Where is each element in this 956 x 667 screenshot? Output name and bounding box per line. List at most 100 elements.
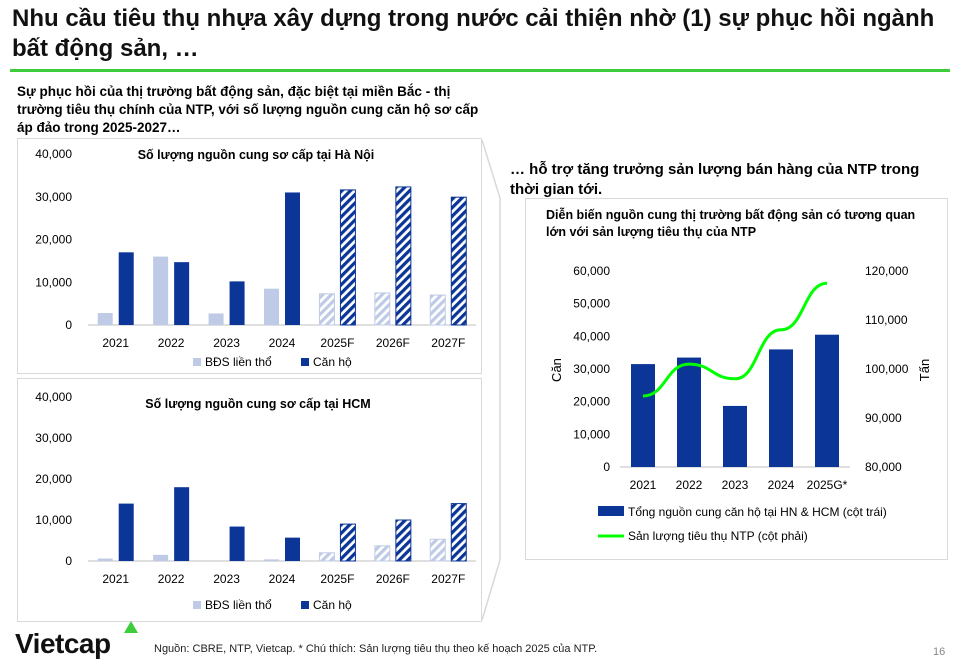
x-tick-label: 2027F [431,572,465,586]
bar-apartment [174,487,190,561]
bar-apartment [285,192,300,325]
x-tick-label: 2024 [269,336,296,350]
legend-swatch [301,601,309,609]
y-right-tick-label: 80,000 [865,460,902,474]
bar-apartment [450,196,467,326]
x-tick-label: 2025F [320,336,354,350]
bar-landed [153,256,169,325]
bar-supply [723,405,747,467]
hcm-chart: Số lượng nguồn cung sơ cấp tại HCM 40,000… [35,390,476,612]
y-tick-label: 30,000 [35,431,72,445]
y-tick-label: 10,000 [35,513,72,527]
x-tick-label: 2022 [158,336,185,350]
y-tick-label: 50,000 [573,297,610,311]
bar-landed [318,552,335,562]
bar-landed [374,292,391,326]
bar-landed [264,559,279,561]
bar-apartment [339,523,356,562]
bar-apartment [339,189,356,326]
bar-landed [97,313,113,325]
x-tick-label: 2026F [376,336,410,350]
bar-apartment [229,281,245,325]
bar-apartment [285,537,300,561]
legend-swatch [193,358,201,366]
y-tick-label: 10,000 [573,427,610,441]
bar-landed [318,293,335,326]
y-tick-label: 30,000 [35,190,72,204]
legend-label-line: Sản lượng tiêu thụ NTP (cột phải) [628,529,808,543]
x-tick-label: 2021 [630,478,657,492]
legend-swatch [193,601,201,609]
x-tick-label: 2022 [676,478,703,492]
legend-swatch-bar [598,506,624,516]
bar-landed [208,313,224,325]
bar-landed [153,554,169,561]
bar-apartment [118,503,134,561]
logo-triangle-icon [124,621,138,633]
y-tick-label: 40,000 [35,147,72,161]
y-tick-label: 10,000 [35,275,72,289]
y-tick-label: 0 [603,460,610,474]
chart-title: Số lượng nguồn cung sơ cấp tại Hà Nội [138,148,375,162]
y-tick-label: 0 [65,554,72,568]
y-right-tick-label: 100,000 [865,362,909,376]
bar-supply [677,357,701,467]
legend-label: BĐS liền thổ [205,598,272,612]
bar-apartment [118,252,134,325]
hanoi-chart-panel: Số lượng nguồn cung sơ cấp tại Hà Nội 40,… [17,138,482,374]
x-tick-label: 2025F [320,572,354,586]
correlation-chart-panel [525,198,948,560]
y-tick-label: 60,000 [573,264,610,278]
x-tick-label: 2024 [269,572,296,586]
bar-landed [97,558,113,561]
x-tick-label: 2027F [431,336,465,350]
correlation-chart-title: Diễn biến nguồn cung thị trường bất động… [546,208,916,239]
correlation-chart: 60,000 50,000 40,000 30,000 20,000 10,000 0 120… [549,264,932,543]
legend-label: Căn hộ [313,598,352,612]
y-tick-label: 40,000 [35,390,72,404]
line-ntp-volume [642,281,828,398]
x-tick-label: 2024 [768,478,795,492]
bar-apartment [395,519,412,562]
x-tick-label: 2021 [102,336,129,350]
bar-landed [429,538,446,562]
y-right-tick-label: 120,000 [865,264,909,278]
x-tick-label: 2023 [213,336,240,350]
vietcap-logo: Vietcap [15,628,111,659]
intro-right-text: … hỗ trợ tăng trưởng sản lượng bán hàng … [510,161,920,198]
bar-landed [429,294,446,326]
legend-swatch [301,358,309,366]
x-tick-label: 2021 [102,572,129,586]
bar-apartment [395,186,412,326]
x-tick-label: 2023 [722,478,749,492]
bar-apartment [174,262,190,325]
legend-label-bar: Tổng nguồn cung căn hộ tại HN & HCM (cột… [628,505,887,519]
bar-apartment [450,503,467,562]
chart-title: Số lượng nguồn cung sơ cấp tại HCM [145,397,370,411]
y-tick-label: 20,000 [35,233,72,247]
page-number: 16 [933,646,946,658]
bar-landed [264,288,279,325]
y-tick-label: 20,000 [35,472,72,486]
legend-label: Căn hộ [313,355,352,369]
y-tick-label: 0 [65,318,72,332]
bar-supply [815,334,839,467]
y-tick-label: 20,000 [573,395,610,409]
x-tick-label: 2025G* [807,478,848,492]
legend-label: BĐS liền thổ [205,355,272,369]
x-tick-label: 2022 [158,572,185,586]
hcm-chart-panel: Số lượng nguồn cung sơ cấp tại HCM 40,000… [17,378,482,622]
bar-landed [374,545,391,562]
y-right-axis-label: Tấn [917,359,932,381]
title-divider [10,69,950,72]
y-right-tick-label: 90,000 [865,411,902,425]
hanoi-chart: Số lượng nguồn cung sơ cấp tại Hà Nội 40,… [35,147,476,369]
x-tick-label: 2023 [213,572,240,586]
bar-apartment [229,526,245,561]
source-note: Nguồn: CBRE, NTP, Vietcap. * Chú thích: … [154,643,598,655]
bar-supply [631,364,655,467]
page-title: Nhu cầu tiêu thụ nhựa xây dựng trong nướ… [12,5,935,62]
y-right-tick-label: 110,000 [865,313,908,327]
y-axis-label: Căn [549,358,564,382]
